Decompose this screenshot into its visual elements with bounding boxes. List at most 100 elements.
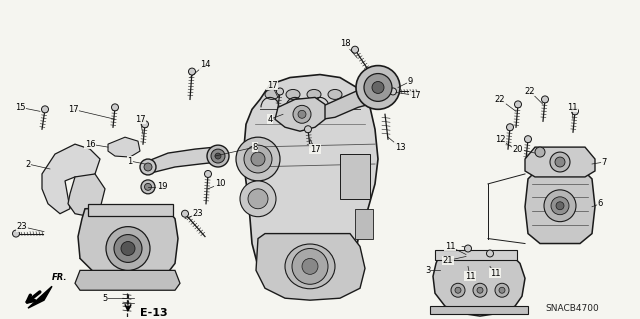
Circle shape <box>189 68 195 75</box>
Circle shape <box>298 110 306 118</box>
Polygon shape <box>78 207 178 280</box>
Text: 15: 15 <box>15 103 25 112</box>
Circle shape <box>182 210 189 217</box>
Circle shape <box>390 88 397 95</box>
Circle shape <box>205 170 211 177</box>
Text: 2: 2 <box>26 160 31 168</box>
Circle shape <box>111 104 118 111</box>
Circle shape <box>248 189 268 209</box>
Polygon shape <box>28 286 52 308</box>
Circle shape <box>541 96 548 103</box>
Polygon shape <box>256 234 365 300</box>
Polygon shape <box>275 97 325 131</box>
Circle shape <box>473 283 487 297</box>
Circle shape <box>215 153 221 159</box>
Circle shape <box>572 108 579 115</box>
Circle shape <box>451 283 465 297</box>
Polygon shape <box>433 254 525 316</box>
Text: 11: 11 <box>490 269 500 278</box>
Text: 4: 4 <box>268 115 273 124</box>
Circle shape <box>114 234 142 263</box>
Circle shape <box>144 163 152 171</box>
Circle shape <box>351 46 358 53</box>
Circle shape <box>495 283 509 297</box>
Ellipse shape <box>285 244 335 289</box>
Text: 5: 5 <box>102 294 108 303</box>
Bar <box>355 209 373 239</box>
Polygon shape <box>244 75 378 298</box>
Circle shape <box>293 105 311 123</box>
Circle shape <box>240 181 276 217</box>
Text: 20: 20 <box>513 145 524 153</box>
Text: 17: 17 <box>68 105 78 114</box>
Circle shape <box>535 147 545 157</box>
Circle shape <box>207 145 229 167</box>
Ellipse shape <box>307 89 321 100</box>
Text: SNACB4700: SNACB4700 <box>545 304 599 313</box>
Circle shape <box>477 287 483 293</box>
Circle shape <box>276 88 284 95</box>
Bar <box>88 204 173 216</box>
Circle shape <box>356 66 400 109</box>
Text: 11: 11 <box>445 242 455 251</box>
Text: 17: 17 <box>410 91 420 100</box>
Text: 8: 8 <box>252 143 258 152</box>
Text: 23: 23 <box>193 209 204 218</box>
Circle shape <box>13 230 19 237</box>
Circle shape <box>121 241 135 256</box>
Text: 11: 11 <box>567 103 577 112</box>
Circle shape <box>555 157 565 167</box>
Polygon shape <box>75 271 180 290</box>
Text: 10: 10 <box>215 179 225 189</box>
Polygon shape <box>42 144 100 214</box>
Circle shape <box>305 126 312 133</box>
Circle shape <box>211 149 225 163</box>
Circle shape <box>251 152 265 166</box>
Circle shape <box>551 197 569 215</box>
Circle shape <box>465 245 472 252</box>
Circle shape <box>544 190 576 222</box>
Text: FR.: FR. <box>52 273 67 282</box>
Text: 22: 22 <box>495 95 505 104</box>
Polygon shape <box>68 174 105 217</box>
Ellipse shape <box>286 89 300 100</box>
Circle shape <box>236 137 280 181</box>
Circle shape <box>556 202 564 210</box>
Circle shape <box>525 136 531 143</box>
Circle shape <box>515 101 522 108</box>
Polygon shape <box>320 76 393 119</box>
Polygon shape <box>108 137 140 157</box>
Circle shape <box>455 287 461 293</box>
Text: 17: 17 <box>267 81 277 90</box>
Text: 13: 13 <box>395 143 405 152</box>
Circle shape <box>499 287 505 293</box>
Text: 21: 21 <box>443 256 453 265</box>
Polygon shape <box>525 167 595 243</box>
Circle shape <box>292 249 328 284</box>
Circle shape <box>372 82 384 93</box>
Ellipse shape <box>265 89 279 100</box>
Circle shape <box>506 124 513 131</box>
Circle shape <box>486 250 493 257</box>
Circle shape <box>140 159 156 175</box>
Bar <box>435 250 517 260</box>
Text: 11: 11 <box>465 272 476 281</box>
Polygon shape <box>148 147 220 172</box>
Circle shape <box>244 145 272 173</box>
Circle shape <box>42 106 49 113</box>
Circle shape <box>141 121 148 128</box>
Polygon shape <box>525 147 595 177</box>
Text: 17: 17 <box>134 115 145 124</box>
Circle shape <box>550 152 570 172</box>
Text: 22: 22 <box>525 87 535 96</box>
Text: 7: 7 <box>602 158 607 167</box>
Circle shape <box>302 258 318 274</box>
Text: 1: 1 <box>127 157 132 166</box>
Text: 16: 16 <box>84 140 95 149</box>
Text: 18: 18 <box>340 39 350 48</box>
Bar <box>340 154 370 199</box>
Text: 12: 12 <box>495 135 505 144</box>
Text: 6: 6 <box>597 199 603 208</box>
Text: 14: 14 <box>200 60 211 69</box>
Ellipse shape <box>328 89 342 100</box>
